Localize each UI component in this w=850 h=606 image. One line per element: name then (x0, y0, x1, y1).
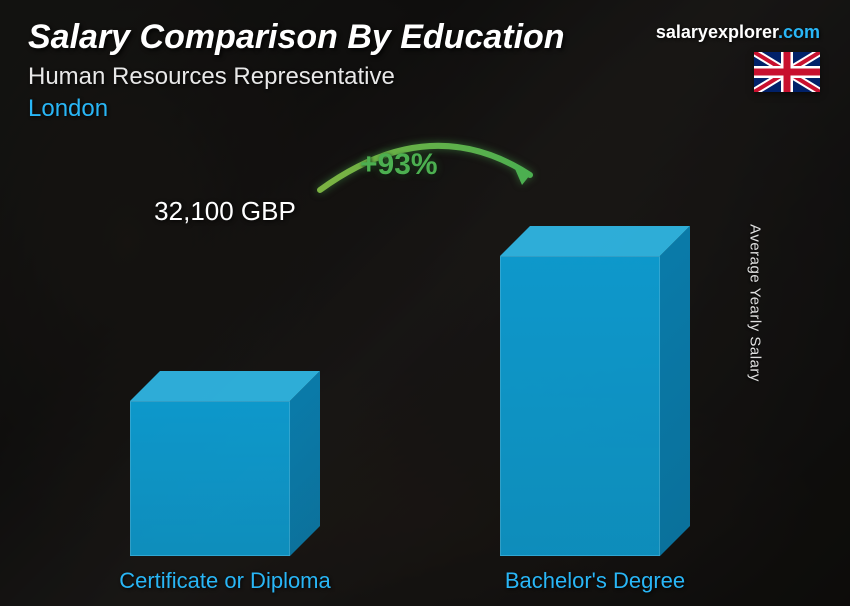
chart-area: 32,100 GBP Certificate or Diploma 62,100… (70, 176, 750, 556)
uk-flag-icon (754, 52, 820, 92)
bar-side-face (660, 226, 690, 556)
source-attribution: salaryexplorer.com (656, 22, 820, 43)
bar-top-face (500, 226, 690, 256)
bar-side-face (290, 371, 320, 556)
location: London (28, 95, 822, 123)
bar-certificate: 32,100 GBP Certificate or Diploma (130, 401, 320, 556)
bar-front-face (130, 401, 290, 556)
bar-label: Bachelor's Degree (455, 568, 735, 594)
bar-bachelor: 62,100 GBP Bachelor's Degree (500, 256, 690, 556)
bar-value: 32,100 GBP (95, 196, 355, 227)
source-tld: .com (778, 22, 820, 42)
job-title: Human Resources Representative (28, 63, 822, 91)
bar-top-face (130, 371, 320, 401)
bar-front-face (500, 256, 660, 556)
source-brand: salaryexplorer (656, 22, 778, 42)
bar-label: Certificate or Diploma (85, 568, 365, 594)
